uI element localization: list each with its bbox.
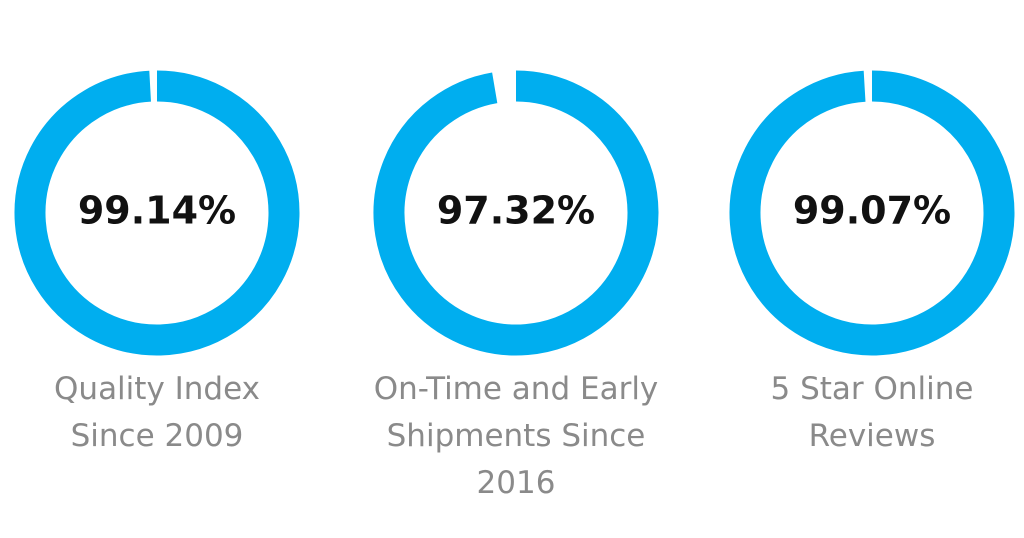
gauge-title: 5 Star Online Reviews xyxy=(770,371,974,454)
gauge-title: Quality Index Since 2009 xyxy=(54,371,260,454)
gauge-arc xyxy=(14,70,300,356)
gauge-arc xyxy=(373,70,659,356)
gauge-value: 97.32% xyxy=(437,189,595,233)
gauge-value: 99.14% xyxy=(78,189,236,233)
gauge-arc xyxy=(729,70,1015,356)
gauge-value: 99.07% xyxy=(793,189,951,233)
gauge-title: On-Time and Early Shipments Since 2016 xyxy=(373,371,659,501)
